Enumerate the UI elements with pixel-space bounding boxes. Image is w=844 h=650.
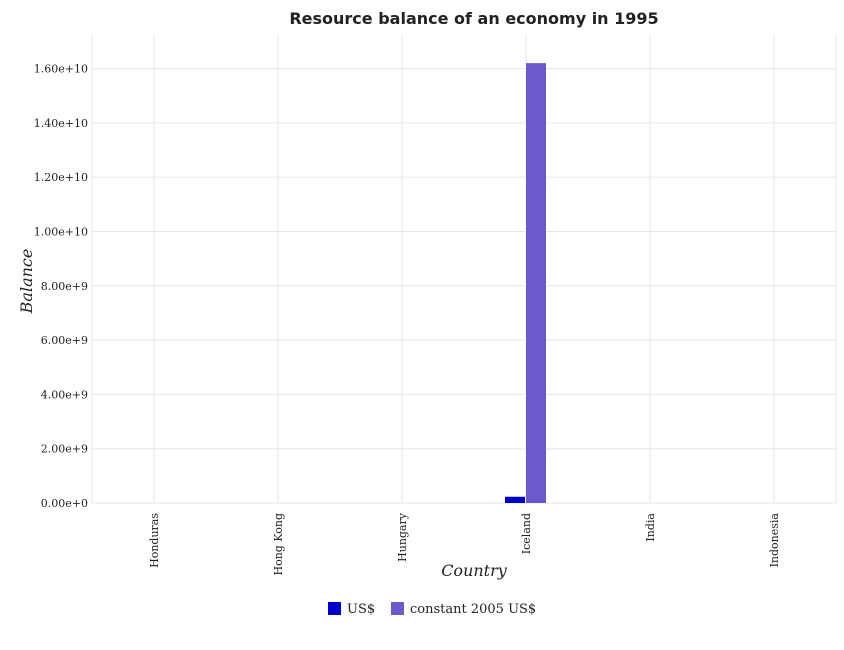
- y-tick-label: 0.00e+0: [41, 497, 88, 510]
- y-tick-label: 1.60e+10: [34, 63, 88, 76]
- bar-constant-2005-us-: [526, 63, 546, 504]
- x-tick-label: Hungary: [396, 512, 409, 562]
- y-tick-label: 6.00e+9: [41, 334, 88, 347]
- x-tick-label: India: [644, 513, 657, 542]
- bar-us-: [505, 496, 525, 503]
- x-tick-label: Indonesia: [768, 513, 781, 568]
- y-tick-label: 1.20e+10: [34, 171, 88, 184]
- x-axis-label: Country: [441, 561, 508, 580]
- legend-swatch: [328, 602, 341, 615]
- y-tick-label: 1.00e+10: [34, 225, 88, 238]
- y-tick-label: 8.00e+9: [41, 280, 88, 293]
- chart-title: Resource balance of an economy in 1995: [289, 9, 658, 28]
- legend-label: constant 2005 US$: [410, 602, 536, 617]
- y-axis-label: Balance: [17, 249, 36, 315]
- x-tick-label: Iceland: [520, 513, 533, 554]
- y-tick-label: 4.00e+9: [41, 388, 88, 401]
- x-tick-label: Honduras: [148, 513, 161, 568]
- y-axis-ticks: 0.00e+0 2.00e+9 4.00e+9 6.00e+9 8.00e+9 1.00e…: [34, 63, 88, 510]
- legend-label: US$: [347, 602, 375, 617]
- x-axis-ticks: Honduras Hong Kong Hungary Iceland India Indo…: [148, 512, 781, 575]
- x-tick-label: Hong Kong: [272, 513, 285, 576]
- y-tick-label: 2.00e+9: [41, 443, 88, 456]
- legend-swatch: [391, 602, 404, 615]
- bars: [505, 63, 546, 504]
- legend: US$ constant 2005 US$: [328, 602, 536, 617]
- y-tick-label: 1.40e+10: [34, 117, 88, 130]
- gridlines: [91, 36, 837, 504]
